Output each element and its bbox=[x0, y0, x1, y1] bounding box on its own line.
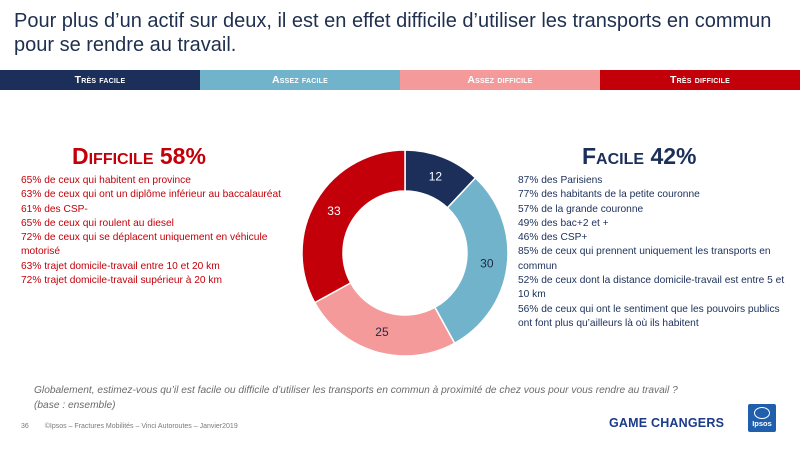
donut-label-assez-difficile: 25 bbox=[375, 325, 389, 339]
ipsos-logo-text: Ipsos bbox=[752, 419, 772, 428]
facile-item: 57% de la grande couronne bbox=[518, 203, 644, 215]
donut-label-tres-difficile: 33 bbox=[327, 204, 341, 218]
facile-item: 77% des habitants de la petite couronne bbox=[518, 189, 700, 201]
ipsos-logo: Ipsos bbox=[748, 404, 776, 432]
footer-source: ©Ipsos – Fractures Mobilités – Vinci Aut… bbox=[44, 423, 238, 430]
game-changers-tagline: GAME CHANGERS bbox=[609, 416, 725, 430]
donut-slice-assez-facile bbox=[433, 176, 509, 345]
donut-slice-assez-difficile bbox=[313, 281, 456, 357]
difficile-item: 63% trajet domicile-travail entre 10 et … bbox=[21, 260, 220, 272]
donut-label-tres-facile: 12 bbox=[429, 169, 443, 183]
donut-slice-tres-difficile bbox=[301, 149, 406, 304]
difficile-item: 61% des CSP- bbox=[21, 203, 88, 215]
donut-chart: 12 30 25 33 bbox=[301, 149, 509, 357]
legend-tres-facile: Très facile bbox=[0, 70, 200, 90]
legend-assez-facile: Assez facile bbox=[200, 70, 400, 90]
legend-assez-difficile: Assez difficile bbox=[400, 70, 600, 90]
footer: 36 ©Ipsos – Fractures Mobilités – Vinci … bbox=[21, 423, 238, 430]
difficile-heading: Difficile 58% bbox=[72, 143, 206, 169]
legend-bar: Très facile Assez facile Assez difficile… bbox=[0, 70, 800, 90]
difficile-item: 63% de ceux qui ont un diplôme inférieur… bbox=[21, 189, 281, 201]
slide-title: Pour plus d’un actif sur deux, il est en… bbox=[14, 10, 772, 56]
difficile-item: 65% de ceux qui roulent au diesel bbox=[21, 217, 174, 229]
page-number: 36 bbox=[21, 423, 29, 430]
survey-base: (base : ensemble) bbox=[34, 400, 116, 411]
facile-item: 49% des bac+2 et + bbox=[518, 217, 609, 229]
facile-list: 87% des Parisiens 77% des habitants de l… bbox=[518, 174, 796, 331]
difficile-list: 65% de ceux qui habitent en province 63%… bbox=[21, 174, 303, 288]
facile-item: 52% de ceux dont la distance domicile-tr… bbox=[518, 275, 785, 301]
facile-item: 56% de ceux qui ont le sentiment que les… bbox=[518, 303, 780, 329]
facile-heading: Facile 42% bbox=[582, 143, 697, 169]
facile-item: 87% des Parisiens bbox=[518, 175, 603, 186]
survey-question: Globalement, estimez-vous qu’il est faci… bbox=[34, 385, 678, 396]
difficile-item: 65% de ceux qui habitent en province bbox=[21, 175, 191, 186]
difficile-item: 72% trajet domicile-travail supérieur à … bbox=[21, 275, 223, 287]
facile-item: 85% de ceux qui prennent uniquement les … bbox=[518, 246, 771, 272]
difficile-item: 72% de ceux qui se déplacent uniquement … bbox=[21, 232, 268, 258]
legend-tres-difficile: Très difficile bbox=[600, 70, 800, 90]
donut-label-assez-facile: 30 bbox=[480, 256, 494, 270]
facile-item: 46% des CSP+ bbox=[518, 232, 588, 244]
